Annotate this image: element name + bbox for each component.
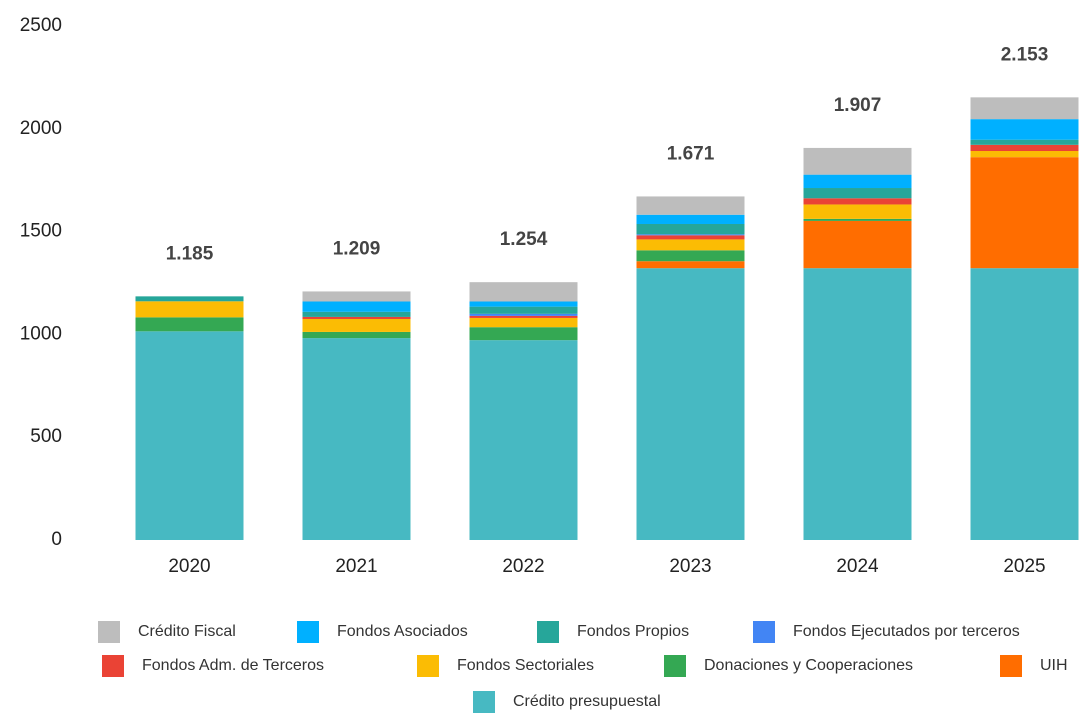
bar-segment bbox=[803, 188, 912, 199]
legend-label: Crédito presupuestal bbox=[513, 693, 661, 710]
bar-segment bbox=[636, 268, 745, 540]
bar-segment bbox=[803, 204, 912, 219]
bar-segment bbox=[135, 301, 244, 318]
bar-segment bbox=[803, 147, 912, 175]
legend-swatch bbox=[473, 691, 495, 713]
total-label: 1.209 bbox=[333, 238, 381, 259]
bar-segment bbox=[803, 218, 912, 221]
bar-segment bbox=[636, 223, 745, 235]
y-tick-label: 2500 bbox=[20, 15, 62, 36]
total-label: 1.907 bbox=[834, 95, 882, 116]
legend-label: Crédito Fiscal bbox=[138, 623, 236, 640]
bar-segment bbox=[636, 234, 745, 236]
y-tick-label: 0 bbox=[51, 529, 62, 550]
bar-segment bbox=[803, 198, 912, 205]
legend-label: Fondos Adm. de Terceros bbox=[142, 657, 324, 674]
bar-segment bbox=[970, 119, 1079, 140]
total-label: 2.153 bbox=[1001, 44, 1049, 65]
bar-segment bbox=[302, 291, 411, 302]
bar-segment bbox=[970, 144, 1079, 152]
bar-segment bbox=[135, 317, 244, 332]
x-tick-label: 2022 bbox=[502, 556, 544, 577]
legend-swatch bbox=[1000, 655, 1022, 677]
bar-segment bbox=[469, 327, 578, 341]
legend-swatch bbox=[297, 621, 319, 643]
bar-segment bbox=[970, 151, 1079, 158]
x-tick-label: 2024 bbox=[836, 556, 879, 577]
bar-segment bbox=[636, 235, 745, 240]
bar-segment bbox=[469, 315, 578, 318]
bar-segment bbox=[970, 97, 1079, 120]
bar-segment bbox=[302, 311, 411, 317]
bar-segment bbox=[636, 196, 745, 215]
y-tick-label: 1000 bbox=[20, 323, 62, 344]
legend-swatch bbox=[417, 655, 439, 677]
y-tick-label: 500 bbox=[30, 426, 62, 447]
bar-segment bbox=[469, 340, 578, 540]
bar-segment bbox=[636, 250, 745, 262]
legend-swatch bbox=[753, 621, 775, 643]
total-label: 1.671 bbox=[667, 143, 715, 164]
legend-label: UIH bbox=[1040, 657, 1068, 674]
x-tick-label: 2025 bbox=[1003, 556, 1045, 577]
bar-segment bbox=[636, 261, 745, 269]
x-tick-label: 2023 bbox=[669, 556, 711, 577]
bar-segment bbox=[970, 268, 1079, 540]
bar-segment bbox=[970, 139, 1079, 145]
total-label: 1.185 bbox=[166, 243, 214, 264]
y-tick-label: 2000 bbox=[20, 118, 62, 139]
y-tick-label: 1500 bbox=[20, 221, 62, 242]
legend-label: Fondos Propios bbox=[577, 623, 689, 640]
bar-segment bbox=[302, 331, 411, 339]
legend-swatch bbox=[664, 655, 686, 677]
bar-segment bbox=[469, 306, 578, 314]
bar-segment bbox=[803, 220, 912, 269]
x-tick-label: 2020 bbox=[168, 556, 210, 577]
bar-segment bbox=[803, 268, 912, 540]
legend-swatch bbox=[102, 655, 124, 677]
bar-segment bbox=[302, 316, 411, 319]
bar-segment bbox=[302, 318, 411, 332]
legend-swatch bbox=[537, 621, 559, 643]
bar-segment bbox=[135, 296, 244, 302]
bar-segment bbox=[636, 214, 745, 224]
bar-segment bbox=[469, 317, 578, 328]
legend-swatch bbox=[98, 621, 120, 643]
bar-segment bbox=[469, 301, 578, 307]
legend-label: Fondos Sectoriales bbox=[457, 657, 594, 674]
x-tick-label: 2021 bbox=[335, 556, 377, 577]
total-label: 1.254 bbox=[500, 229, 548, 250]
bar-segment bbox=[970, 157, 1079, 269]
bar-segment bbox=[469, 282, 578, 302]
bar-segment bbox=[302, 301, 411, 312]
bar-segment bbox=[469, 313, 578, 316]
bar-segment bbox=[135, 331, 244, 540]
bar-segment bbox=[302, 338, 411, 540]
legend-label: Donaciones y Cooperaciones bbox=[704, 657, 913, 674]
legend-label: Fondos Ejecutados por terceros bbox=[793, 623, 1020, 640]
bar-segment bbox=[636, 239, 745, 251]
legend-label: Fondos Asociados bbox=[337, 623, 468, 640]
bar-segment bbox=[803, 174, 912, 189]
